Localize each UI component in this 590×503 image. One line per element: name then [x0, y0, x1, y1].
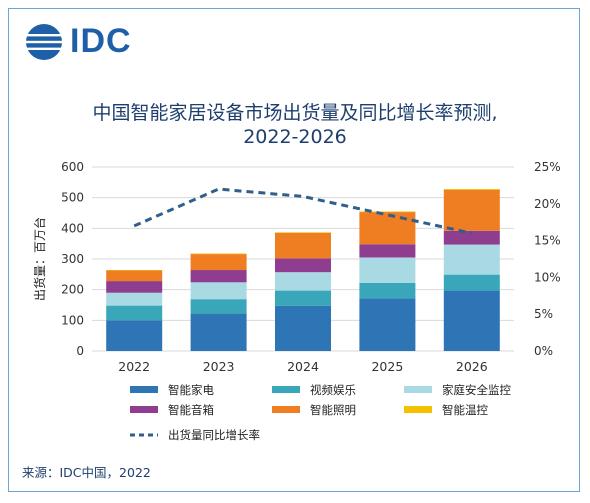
- y-tick-label: 600: [61, 160, 84, 174]
- y-tick-label: 0: [76, 344, 84, 358]
- x-tick-label: 2026: [456, 359, 488, 374]
- y2-tick-label: 5%: [534, 307, 553, 321]
- y2-tick-label: 15%: [534, 234, 561, 248]
- legend-swatch: [404, 386, 432, 393]
- y-tick-label: 100: [61, 313, 84, 327]
- legend-swatch: [130, 406, 158, 413]
- bar-segment: [106, 270, 163, 271]
- y-tick-label: 200: [61, 283, 84, 297]
- bar-segment: [275, 258, 331, 273]
- bar-segment: [106, 281, 163, 293]
- x-tick-label: 2022: [118, 359, 150, 374]
- bar-segment: [359, 211, 416, 213]
- y2-tick-label: 20%: [534, 197, 561, 211]
- legend-label: 智能音箱: [168, 403, 214, 417]
- bar-segment: [190, 270, 247, 283]
- bar-segment: [275, 290, 331, 306]
- bar-segment: [275, 232, 331, 259]
- bar-segment: [190, 253, 247, 255]
- legend-label: 视频娱乐: [310, 383, 356, 397]
- bar-segment: [443, 190, 500, 231]
- brand-logo-text: IDC: [70, 22, 132, 60]
- bar-segment: [190, 282, 247, 300]
- bar-segment: [106, 320, 163, 351]
- growth-rate-line: [133, 187, 473, 235]
- x-tick-label: 2025: [371, 359, 403, 374]
- bar-segment: [443, 189, 500, 190]
- bar-segment: [106, 270, 163, 282]
- y2-tick-label: 10%: [534, 270, 561, 284]
- bar-segment: [190, 254, 247, 271]
- y2-tick-label: 0%: [534, 344, 553, 358]
- bar-segment: [190, 299, 247, 314]
- bar-segment: [443, 274, 500, 291]
- bar-segment: [106, 292, 163, 306]
- legend-label: 智能家电: [168, 383, 214, 397]
- chart-title-line2: 2022-2026: [243, 126, 347, 148]
- bar-segment: [443, 244, 500, 275]
- bar-segment: [106, 305, 163, 321]
- chart-title-line1: 中国智能家居设备市场出货量及同比增长率预测,: [92, 102, 498, 124]
- legend-swatch: [272, 386, 300, 393]
- legend-swatch: [272, 406, 300, 413]
- bar-segment: [359, 298, 416, 351]
- legend-label: 智能温控: [442, 403, 488, 417]
- x-tick-label: 2024: [287, 359, 319, 374]
- y-tick-label: 500: [61, 191, 84, 205]
- bar-segment: [359, 244, 416, 258]
- legend-label: 出货量同比增长率: [168, 428, 260, 442]
- legend-label: 家庭安全监控: [442, 383, 511, 397]
- idc-globe-icon: [24, 24, 64, 60]
- bar-segment: [359, 282, 416, 299]
- legend-label: 智能照明: [310, 403, 356, 417]
- y-tick-label: 400: [61, 221, 84, 235]
- bar-segment: [443, 230, 500, 245]
- bar-segment: [275, 305, 331, 351]
- y-tick-label: 300: [61, 252, 84, 266]
- source-note: 来源：IDC中国，2022: [22, 465, 151, 480]
- legend-swatch: [130, 386, 158, 393]
- y-axis-label: 出货量：百万台: [32, 217, 47, 301]
- bar-segment: [359, 257, 416, 283]
- x-tick-label: 2023: [203, 359, 235, 374]
- legend-swatch: [404, 406, 432, 413]
- bar-segment: [443, 290, 500, 351]
- y2-tick-label: 25%: [534, 160, 561, 174]
- bar-segment: [190, 313, 247, 351]
- bar-segment: [275, 272, 331, 291]
- bar-segment: [275, 232, 331, 233]
- bar-segment: [359, 212, 416, 245]
